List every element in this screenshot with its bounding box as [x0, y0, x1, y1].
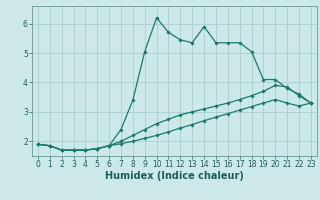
X-axis label: Humidex (Indice chaleur): Humidex (Indice chaleur): [105, 171, 244, 181]
